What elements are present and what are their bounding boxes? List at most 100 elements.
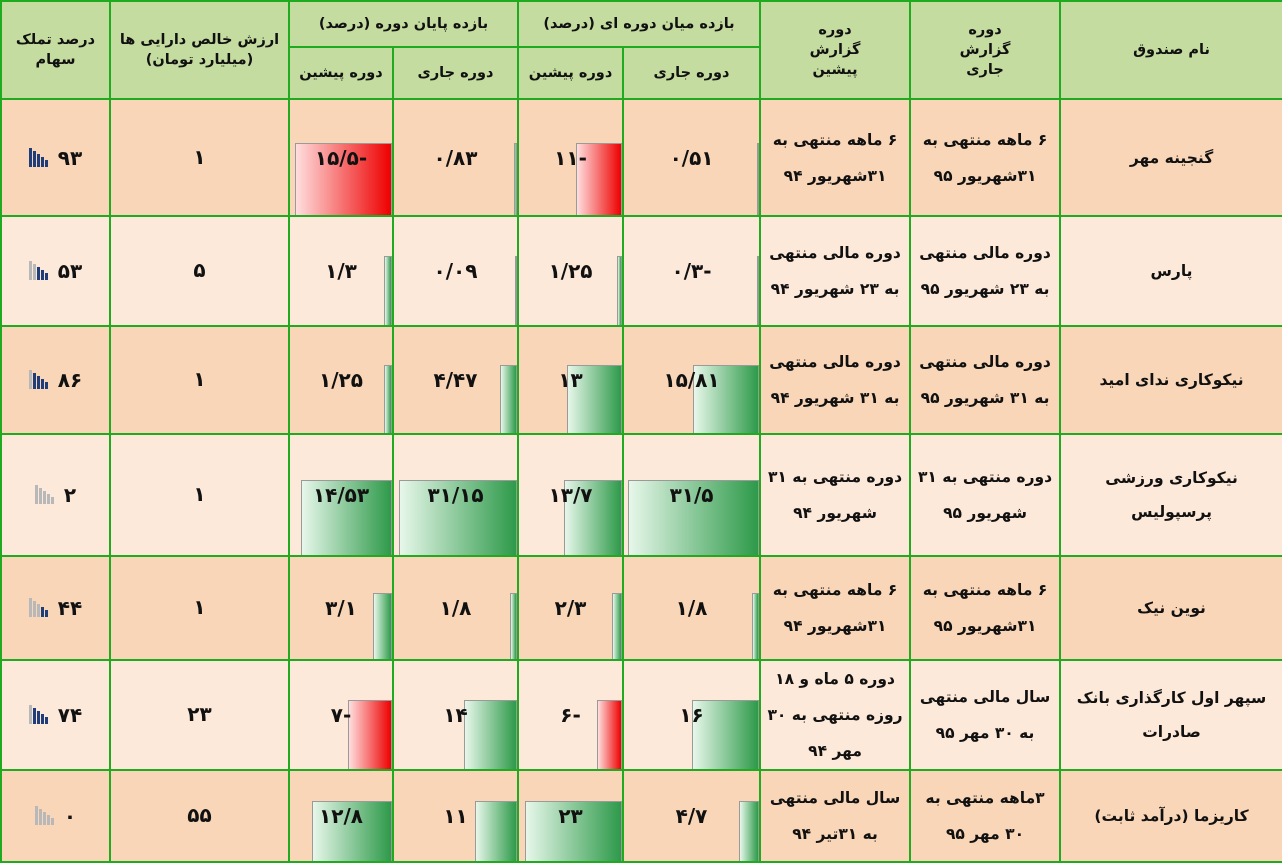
- nav-cell: ۱: [109, 555, 290, 661]
- signal-bars-icon: [28, 370, 48, 389]
- signal-bar: [42, 491, 46, 504]
- interim-current-bar: [628, 480, 759, 554]
- ownership-cell: ۸۶: [0, 325, 111, 435]
- ownership-value: ۷۴: [57, 703, 83, 727]
- ownership-cell: ۷۴: [0, 659, 111, 771]
- interim-previous-value: -۶: [560, 703, 581, 727]
- header-ownership: درصد تملک سهام: [0, 0, 111, 100]
- end-current-cell: ۰/۰۹: [392, 215, 520, 327]
- end-current-value: ۰/۰۹: [433, 259, 478, 283]
- signal-bar: [32, 708, 36, 724]
- interim-current-bar: [757, 256, 759, 324]
- signal-bar: [32, 373, 36, 389]
- end-previous-value: ۱/۲۵: [319, 368, 363, 392]
- ownership-value: ۰: [63, 804, 77, 828]
- end-current-cell: ۳۱/۱۵: [392, 433, 520, 557]
- fund-name: نیکوکاری ورزشی پرسپولیس: [1105, 469, 1238, 521]
- signal-bar: [36, 267, 40, 280]
- end-current-cell: ۰/۸۳: [392, 98, 520, 217]
- ownership-value: ۴۴: [57, 596, 83, 620]
- interim-current-bar: [757, 142, 759, 214]
- end-current-bar: [514, 142, 517, 214]
- interim-previous-cell: ۲۳: [517, 769, 625, 863]
- signal-bar: [28, 261, 32, 280]
- interim-previous-value: -۱۱: [554, 145, 587, 170]
- interim-previous-cell: -۱۱: [517, 98, 625, 217]
- fund-name: پارس: [1150, 262, 1193, 280]
- interim-previous-value: ۱۳/۷: [548, 483, 593, 507]
- ownership-cell: ۰: [0, 769, 111, 863]
- signal-bar: [36, 376, 40, 389]
- signal-bars-icon: [28, 147, 48, 167]
- previous-period-cell: دوره ۵ ماه و ۱۸ روزه منتهی به ۳۰ مهر ۹۴: [759, 659, 912, 771]
- nav-value: ۱: [193, 595, 206, 619]
- signal-bar: [44, 159, 48, 167]
- signal-bar: [40, 270, 44, 280]
- header-previous-period: دوره گزارش پیشین: [759, 0, 912, 100]
- fund-name: گنجینه مهر: [1129, 148, 1214, 167]
- end-previous-bar: [384, 256, 392, 324]
- ownership-cell: ۲: [0, 433, 111, 557]
- previous-period-cell: دوره منتهی به ۳۱ شهریور ۹۴: [759, 433, 912, 557]
- nav-cell: ۲۳: [109, 659, 290, 771]
- nav-value: ۱: [193, 482, 206, 506]
- signal-bars-icon: [28, 705, 48, 724]
- table-row: کاریزما (درآمد ثابت) ۳ماهه منتهی به ۳۰ مه…: [0, 769, 1282, 863]
- current-period-text: سال مالی منتهی به ۳۰ مهر ۹۵: [919, 688, 1051, 742]
- nav-cell: ۱: [109, 433, 290, 557]
- current-period-text: دوره مالی منتهی به ۳۱ شهریور ۹۵: [919, 353, 1051, 407]
- header-interim-previous: دوره پیشین: [517, 46, 625, 100]
- end-previous-value: -۱۵/۵: [314, 145, 368, 170]
- fund-name: کاریزما (درآمد ثابت): [1094, 807, 1249, 825]
- header-interim-return: بازده میان دوره ای (درصد): [517, 0, 762, 48]
- ownership-cell: ۹۳: [0, 98, 111, 217]
- end-current-value: ۱/۸: [439, 596, 472, 620]
- signal-bar: [44, 717, 48, 724]
- current-period-cell: دوره منتهی به ۳۱ شهریور ۹۵: [909, 433, 1062, 557]
- previous-period-text: ۶ ماهه منتهی به ۳۱شهریور ۹۴: [772, 130, 898, 185]
- interim-current-value: -۰/۳: [671, 259, 712, 283]
- end-previous-value: ۱۴/۵۳: [312, 483, 370, 507]
- end-current-value: ۰/۸۳: [433, 145, 478, 170]
- end-current-value: ۳۱/۱۵: [427, 483, 484, 507]
- signal-bars-icon: [34, 485, 54, 504]
- signal-bar: [32, 264, 36, 280]
- interim-current-value: ۳۱/۵: [669, 483, 714, 507]
- nav-cell: ۱: [109, 325, 290, 435]
- table-row: پارس دوره مالی منتهی به ۲۳ شهریور ۹۵ دوره …: [0, 215, 1282, 327]
- interim-current-cell: ۰/۵۱: [622, 98, 762, 217]
- end-previous-cell: ۱۴/۵۳: [287, 433, 395, 557]
- end-previous-bar: [384, 365, 392, 432]
- interim-previous-bar: [597, 700, 622, 768]
- header-end-current: دوره جاری: [392, 46, 520, 100]
- signal-bar: [46, 494, 50, 504]
- end-previous-value: ۱/۳: [325, 259, 357, 283]
- table-row: سپهر اول کارگذاری بانک صادرات سال مالی من…: [0, 659, 1282, 771]
- signal-bar: [38, 488, 42, 504]
- signal-bar: [50, 497, 54, 504]
- end-previous-cell: ۱/۲۵: [287, 325, 395, 435]
- fund-name: سپهر اول کارگذاری بانک صادرات: [1076, 689, 1267, 741]
- nav-cell: ۵۵: [109, 769, 290, 863]
- nav-value: ۵: [193, 258, 206, 282]
- previous-period-text: دوره ۵ ماه و ۱۸ روزه منتهی به ۳۰ مهر ۹۴: [767, 670, 903, 760]
- signal-bar: [44, 273, 48, 280]
- signal-bar: [36, 604, 40, 617]
- interim-current-cell: ۱۵/۸۱: [622, 325, 762, 435]
- signal-bar: [50, 818, 54, 825]
- signal-bar: [28, 598, 32, 617]
- interim-current-value: ۱۶: [679, 703, 704, 727]
- interim-previous-bar: [617, 256, 622, 324]
- fund-name-cell: پارس: [1059, 215, 1282, 327]
- interim-previous-cell: ۱۳/۷: [517, 433, 625, 557]
- interim-current-cell: -۰/۳: [622, 215, 762, 327]
- interim-previous-cell: ۱/۲۵: [517, 215, 625, 327]
- header-fund-name: نام صندوق: [1059, 0, 1282, 100]
- interim-previous-value: ۱/۲۵: [548, 259, 593, 283]
- header-end-return: بازده پایان دوره (درصد): [287, 0, 520, 48]
- table-row: گنجینه مهر ۶ ماهه منتهی به ۳۱شهریور ۹۵ ۶ م…: [0, 98, 1282, 217]
- interim-current-cell: ۴/۷: [622, 769, 762, 863]
- interim-current-cell: ۱/۸: [622, 555, 762, 661]
- ownership-value: ۹۳: [57, 145, 83, 170]
